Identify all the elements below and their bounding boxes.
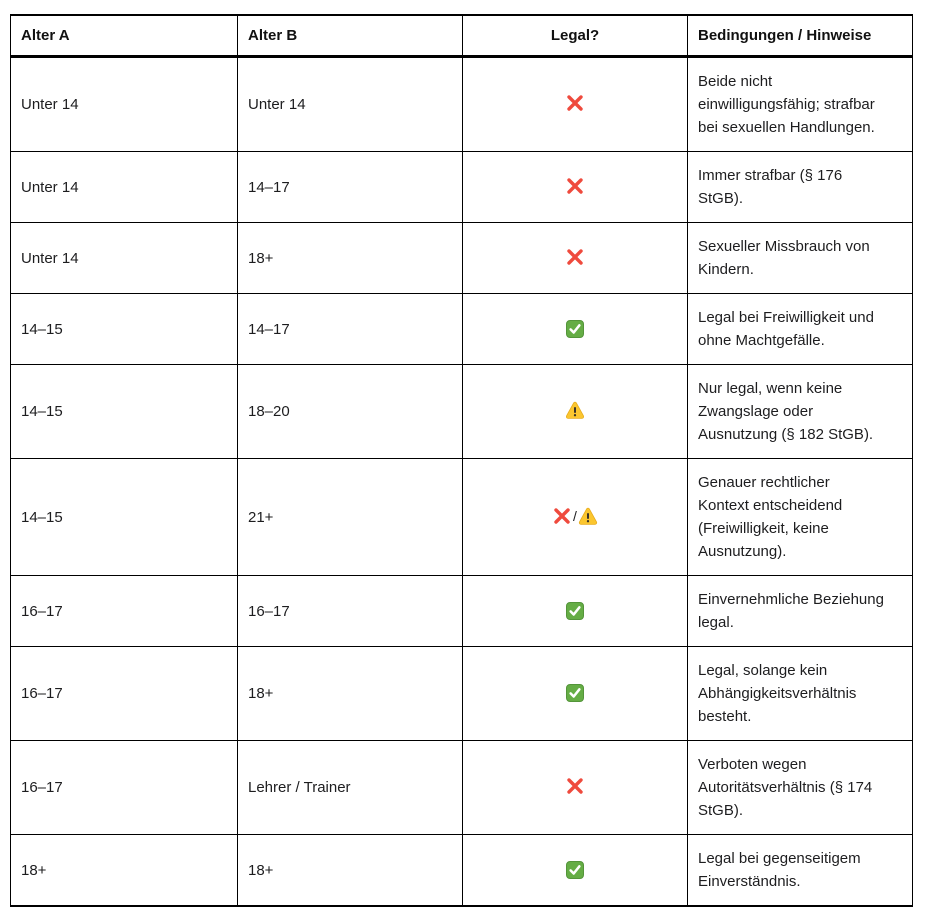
column-header-bedingungen: Bedingungen / Hinweise [687, 14, 913, 58]
alter-b-cell: 18+ [237, 222, 463, 294]
cross-mark-icon [567, 177, 583, 194]
table-row: 18+ 18+ Legal bei gegenseitigem Einverst… [10, 834, 913, 907]
legal-status-cell [462, 151, 688, 223]
notes-cell: Legal bei Freiwilligkeit und ohne Machtg… [687, 293, 913, 365]
alter-b-cell: Lehrer / Trainer [237, 740, 463, 835]
header-row: Alter A Alter B Legal? Bedingungen / Hin… [10, 14, 913, 58]
cross-mark-icon [567, 248, 583, 265]
notes-cell: Sexueller Missbrauch von Kindern. [687, 222, 913, 294]
notes-cell: Legal, solange kein Abhängigkeitsverhält… [687, 646, 913, 741]
legal-status-cell [462, 293, 688, 365]
notes-cell: Genauer rechtlicher Kontext entscheidend… [687, 458, 913, 576]
alter-a-cell: 16–17 [10, 740, 238, 835]
cross-mark-icon [554, 508, 570, 524]
alter-a-cell: Unter 14 [10, 222, 238, 294]
alter-a-cell: 14–15 [10, 458, 238, 576]
table-row: 14–15 14–17 Legal bei Freiwilligkeit und… [10, 293, 913, 365]
legal-separator: / [573, 508, 577, 524]
table-row: 16–17 Lehrer / Trainer Verboten wegen Au… [10, 740, 913, 835]
legal-status-cell [462, 646, 688, 741]
alter-b-cell: 21+ [237, 458, 463, 576]
table-row: 14–15 18–20 Nur legal, wenn keine Zwangs… [10, 364, 913, 459]
table-row: Unter 14 Unter 14 Beide nicht einwilligu… [10, 56, 913, 152]
age-legality-table: Alter A Alter B Legal? Bedingungen / Hin… [10, 14, 913, 907]
alter-a-cell: 18+ [10, 834, 238, 907]
check-mark-icon [566, 601, 584, 620]
column-header-legal: Legal? [462, 14, 688, 58]
check-mark-icon [566, 860, 584, 879]
legal-status-cell [462, 575, 688, 647]
legal-status-cell [462, 834, 688, 907]
alter-a-cell: Unter 14 [10, 56, 238, 152]
notes-cell: Nur legal, wenn keine Zwangslage oder Au… [687, 364, 913, 459]
legal-status-cell [462, 364, 688, 459]
notes-cell: Immer strafbar (§ 176 StGB). [687, 151, 913, 223]
cross-mark-icon [567, 95, 583, 111]
column-header-alter-b: Alter B [237, 14, 463, 58]
alter-b-cell: Unter 14 [237, 56, 463, 152]
notes-cell: Legal bei gegenseitigem Einverständnis. [687, 834, 913, 907]
alter-b-cell: 16–17 [237, 575, 463, 647]
legal-status-cell: / [462, 458, 688, 576]
check-mark-icon [566, 684, 584, 702]
cross-mark-icon [567, 778, 583, 794]
notes-cell: Einvernehmliche Beziehung legal. [687, 575, 913, 647]
alter-b-cell: 14–17 [237, 293, 463, 365]
column-header-alter-a: Alter A [10, 14, 238, 58]
table-row: Unter 14 14–17 Immer strafbar (§ 176 StG… [10, 151, 913, 223]
alter-b-cell: 18–20 [237, 364, 463, 459]
check-mark-icon [566, 319, 584, 338]
notes-cell: Beide nicht einwilligungsfähig; strafbar… [687, 56, 913, 152]
table-row: Unter 14 18+ Sexueller Missbrauch von Ki… [10, 222, 913, 294]
table-row: 14–15 21+ / Genauer rechtlicher Kontext … [10, 458, 913, 576]
table-row: 16–17 18+ Legal, solange kein Abhängigke… [10, 646, 913, 741]
alter-a-cell: 14–15 [10, 293, 238, 365]
warning-icon [565, 401, 585, 419]
legal-status-cell [462, 740, 688, 835]
alter-a-cell: 16–17 [10, 575, 238, 647]
table-row: 16–17 16–17 Einvernehmliche Beziehung le… [10, 575, 913, 647]
alter-b-cell: 18+ [237, 834, 463, 907]
alter-a-cell: Unter 14 [10, 151, 238, 223]
legal-status-cell [462, 222, 688, 294]
alter-a-cell: 14–15 [10, 364, 238, 459]
alter-b-cell: 18+ [237, 646, 463, 741]
notes-cell: Verboten wegen Autoritätsverhältnis (§ 1… [687, 740, 913, 835]
legal-status-cell [462, 56, 688, 152]
warning-icon [578, 507, 597, 525]
alter-a-cell: 16–17 [10, 646, 238, 741]
alter-b-cell: 14–17 [237, 151, 463, 223]
